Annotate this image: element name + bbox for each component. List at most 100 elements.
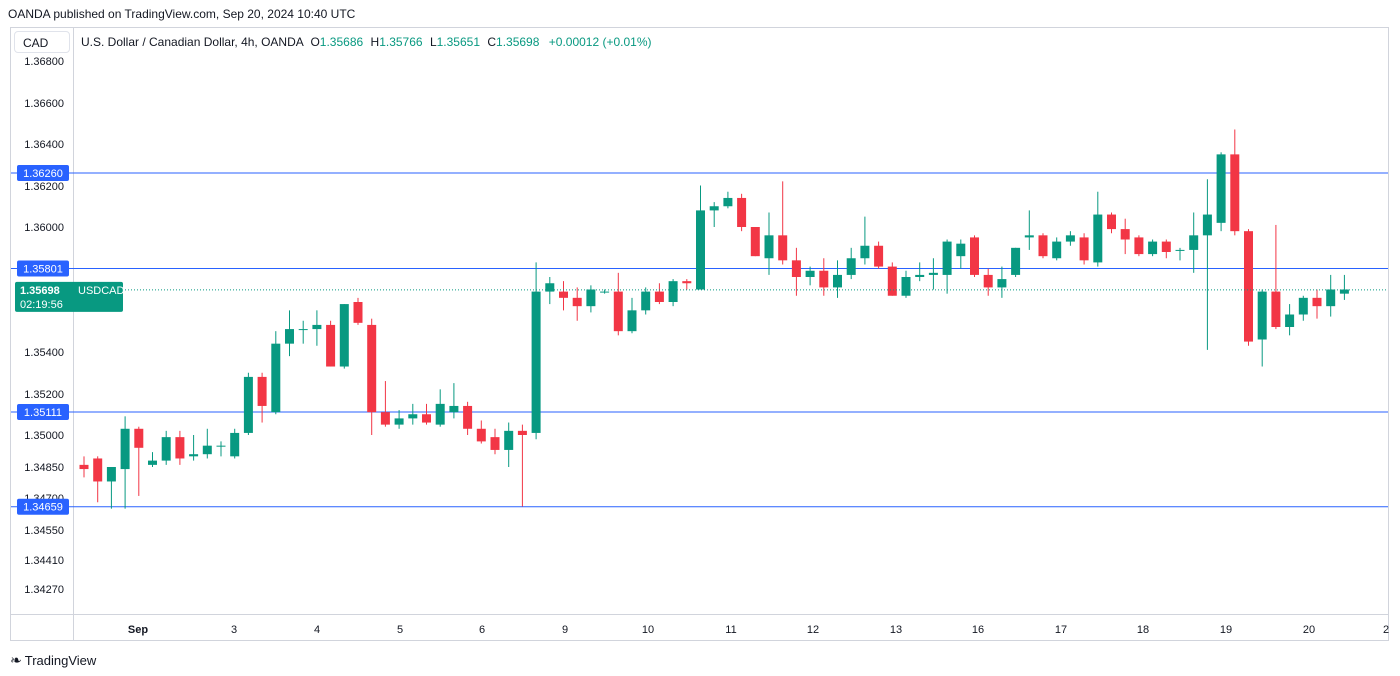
horizontal-level-label: 1.36260 [23, 168, 63, 180]
y-tick-label: 1.34410 [24, 555, 64, 567]
candle-body [586, 289, 596, 307]
candle-body [805, 270, 815, 277]
y-tick-label: 1.34270 [24, 584, 64, 596]
candle-body [339, 304, 349, 367]
candle-body [134, 428, 144, 448]
candle-body [819, 270, 829, 288]
x-tick-label: 9 [562, 624, 568, 636]
last-price-countdown: 02:19:56 [20, 299, 63, 311]
tradingview-brand-text: TradingView [24, 653, 97, 668]
candle-body [1148, 241, 1158, 255]
open-label: O [310, 35, 320, 49]
y-tick-label: 1.36800 [24, 56, 64, 68]
time-axis-separator [11, 614, 1388, 615]
tradingview-logo-icon: ❧ [10, 652, 22, 668]
candle-body [1134, 237, 1144, 255]
candle-body [833, 274, 842, 288]
open-value: 1.35686 [319, 35, 364, 49]
candle-body [1079, 237, 1089, 261]
last-price-tag [15, 281, 123, 312]
x-tick-label: 4 [314, 624, 320, 636]
candle-body [600, 291, 610, 293]
candle-body [1175, 249, 1185, 251]
x-tick-label: 19 [1220, 624, 1232, 636]
candle-body [928, 272, 938, 275]
candle-body [750, 227, 760, 257]
candle-body [1285, 314, 1295, 327]
candle-body [654, 291, 664, 302]
candle-body [970, 237, 979, 275]
candle-body [1271, 291, 1281, 327]
candle-body [422, 414, 431, 423]
candle-body [956, 243, 966, 257]
candle-body [887, 266, 897, 296]
candle-body [1161, 241, 1171, 252]
candle-body [778, 235, 788, 261]
candle-body [901, 277, 911, 296]
candle-body [504, 430, 514, 450]
candle-body [148, 460, 157, 465]
horizontal-level-label: 1.35801 [23, 263, 63, 275]
x-tick-label: Sep [128, 624, 148, 636]
candle-body [1339, 289, 1349, 294]
chart-frame [10, 27, 1389, 641]
candle-body [709, 206, 719, 211]
candle-body [942, 241, 952, 275]
x-tick-label: 11 [725, 624, 736, 636]
candle-body [435, 403, 445, 425]
x-tick-label: 6 [479, 624, 485, 636]
symbol-legend: U.S. Dollar / Canadian Dollar, 4h, OANDA… [81, 35, 652, 49]
close-value: 1.35698 [496, 35, 540, 49]
candle-body [271, 343, 281, 413]
candle-body [791, 260, 801, 277]
tradingview-logo[interactable]: ❧ TradingView [10, 652, 96, 669]
candle-body [1298, 297, 1308, 315]
high-label: H [370, 35, 380, 49]
candle-body [93, 458, 103, 482]
candle-body [1244, 231, 1253, 342]
currency-selector[interactable]: CAD [14, 31, 70, 53]
candle-body [997, 279, 1007, 288]
y-tick-label: 1.36000 [24, 222, 64, 234]
candle-body [230, 432, 240, 457]
x-tick-label: 16 [972, 624, 984, 636]
candle-body [668, 281, 678, 302]
y-tick-label: 1.34550 [24, 525, 64, 537]
horizontal-level-tag [17, 498, 69, 515]
candle-body [79, 464, 89, 470]
candle-body [1230, 154, 1240, 232]
last-price-value: 1.35698 [20, 285, 60, 297]
candle-body [1257, 291, 1267, 340]
candle-body [1326, 289, 1336, 307]
candle-body [613, 291, 623, 332]
candle-body [1120, 229, 1130, 240]
candle-body [1216, 154, 1226, 223]
candle-body [764, 235, 774, 259]
candle-body [1189, 235, 1199, 250]
candle-body [682, 281, 692, 284]
candle-body [723, 197, 733, 207]
candle-body [1093, 214, 1103, 263]
candle-body [983, 274, 993, 288]
y-tick-label: 1.36400 [24, 139, 64, 151]
x-tick-label: 10 [642, 624, 654, 636]
x-tick-label: 12 [807, 624, 819, 636]
candle-body [1024, 235, 1034, 238]
candle-body [846, 258, 856, 275]
candle-body [408, 414, 418, 419]
y-tick-label: 1.36200 [24, 181, 64, 193]
x-tick-label: 18 [1137, 624, 1149, 636]
candle-body [737, 197, 747, 227]
close-label: C [487, 35, 497, 49]
horizontal-level-tag [17, 165, 69, 182]
low-label: L [429, 35, 437, 49]
candle-body [490, 437, 500, 450]
candle-body [1011, 247, 1021, 275]
horizontal-level-label: 1.34659 [23, 502, 63, 514]
x-tick-label: 5 [397, 624, 403, 636]
candle-body [449, 405, 459, 413]
candle-body [476, 428, 486, 442]
change-value: +0.00012 (+0.01%) [548, 35, 652, 49]
y-tick-label: 1.35200 [24, 389, 64, 401]
